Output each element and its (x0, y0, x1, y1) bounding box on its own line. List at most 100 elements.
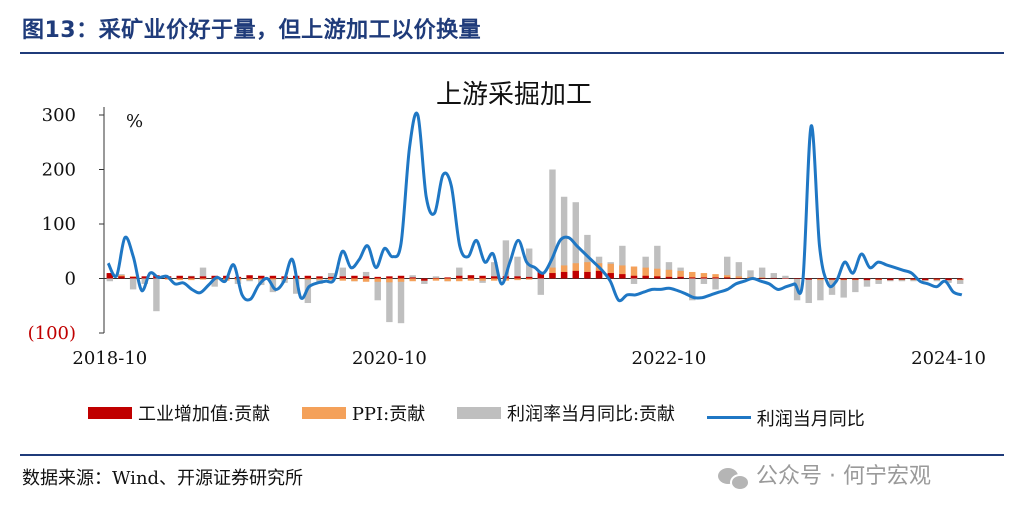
bar-industrial (828, 278, 836, 280)
x-tick-label: 2020-10 (352, 348, 427, 369)
bar-ppi (176, 278, 183, 281)
bar-industrial (141, 276, 148, 279)
bar-ppi (677, 270, 684, 279)
bar-ppi (525, 278, 533, 280)
bar-ppi (258, 278, 265, 280)
bar-ppi (723, 275, 731, 279)
bar-ppi (619, 265, 626, 279)
bar-ppi (386, 278, 393, 283)
line-profit-yoy-path (106, 111, 963, 303)
bar-industrial (549, 273, 556, 279)
bar-industrial (689, 277, 696, 279)
y-tick-label: 100 (42, 214, 76, 235)
x-tick-label: 2022-10 (632, 348, 707, 369)
bar-profit-rate (339, 267, 347, 279)
bar-industrial (910, 278, 917, 280)
bar-profit-rate (852, 278, 859, 293)
legend-label-profit-rate: 利润率当月同比:贡献 (506, 404, 676, 425)
bar-industrial (630, 275, 638, 279)
bar-industrial (176, 275, 183, 279)
bar-industrial (595, 270, 603, 279)
bar-industrial (723, 277, 731, 279)
bar-profit-rate (537, 278, 545, 295)
bar-industrial (339, 276, 347, 279)
bar-industrial (887, 278, 894, 281)
bar-ppi (479, 278, 486, 281)
bar-industrial (386, 276, 393, 279)
bar-ppi (269, 278, 277, 280)
bar-profit-rate (747, 270, 754, 279)
bar-industrial (875, 278, 882, 280)
line-profit-yoy (106, 111, 963, 303)
bar-industrial (852, 278, 859, 280)
bar-profit-rate (211, 278, 218, 287)
bar-profit-rate (758, 267, 766, 279)
x-tick-label: 2018-10 (72, 348, 147, 369)
bar-ppi (327, 278, 335, 281)
bar-industrial (316, 276, 323, 279)
bar-industrial (199, 276, 207, 279)
chart-title: 上游采掘加工 (436, 80, 592, 110)
bar-ppi (491, 278, 498, 281)
bar-profit-rate (153, 278, 160, 312)
bar-profit-rate (875, 278, 882, 284)
legend-label-industrial: 工业增加值:贡献 (138, 404, 271, 425)
bar-ppi (316, 278, 323, 280)
title-rule (20, 52, 1004, 54)
bar-ppi (665, 269, 673, 279)
bar-industrial (770, 277, 778, 279)
bar-ppi (246, 278, 253, 281)
bars-profit-rate (106, 169, 964, 324)
bar-profit-rate (654, 245, 661, 279)
bar-industrial (525, 276, 533, 279)
legend-label-ppi: PPI:贡献 (351, 404, 426, 425)
bar-profit-rate (292, 278, 300, 294)
bar-ppi (817, 278, 824, 281)
bar-profit-rate (840, 278, 847, 298)
legend-swatch-profit-yoy (706, 416, 751, 419)
chart-axes (99, 107, 962, 334)
bar-ppi (397, 278, 405, 282)
bar-ppi (700, 273, 708, 279)
y-axis-unit: % (126, 111, 143, 132)
bar-ppi (351, 278, 358, 282)
bar-industrial (782, 278, 789, 279)
bar-ppi (456, 278, 463, 282)
bar-ppi (304, 278, 312, 280)
bar-ppi (374, 278, 381, 282)
bar-ppi (467, 278, 475, 281)
legend-item-profit-yoy: 利润当月同比 (706, 405, 865, 431)
bar-profit-rate (549, 169, 556, 279)
bar-industrial (840, 278, 847, 280)
bar-industrial (362, 276, 370, 279)
bar-profit-rate (374, 278, 381, 301)
bar-industrial (444, 277, 451, 279)
bar-industrial (654, 276, 661, 279)
legend-swatch-ppi (301, 407, 346, 419)
bar-profit-rate (619, 245, 626, 279)
bar-industrial (956, 278, 964, 280)
bar-profit-rate (397, 278, 405, 324)
bar-ppi (362, 278, 370, 282)
legend-swatch-industrial (88, 407, 132, 419)
legend-item-profit-rate: 利润率当月同比:贡献 (456, 400, 676, 426)
legend-swatch-profit-rate (456, 407, 501, 419)
y-tick-label: 0 (65, 269, 76, 290)
bar-industrial (397, 275, 405, 279)
legend-item-industrial: 工业增加值:贡献 (88, 400, 270, 426)
bar-profit-rate (863, 278, 871, 287)
bar-industrial (619, 274, 626, 279)
bar-industrial (491, 276, 498, 279)
x-tick-label: 2024-10 (911, 348, 986, 369)
bar-industrial (514, 276, 521, 279)
wechat-icon (718, 466, 750, 491)
chart-legend: 工业增加值:贡献 PPI:贡献 利润率当月同比:贡献 利润当月同比 (88, 400, 891, 431)
watermark: 公众号 · 何宁宏观 (718, 458, 931, 491)
bar-profit-rate (502, 240, 510, 279)
bar-profit-rate (106, 278, 114, 282)
chart-labels: 300 200 100 0 (100)% 上游采掘加工 2018-10 2020-10 2022… (28, 80, 986, 369)
bar-ppi (514, 278, 521, 281)
bar-profit-rate (817, 278, 824, 301)
bar-industrial (304, 275, 312, 279)
bar-ppi (607, 263, 614, 279)
